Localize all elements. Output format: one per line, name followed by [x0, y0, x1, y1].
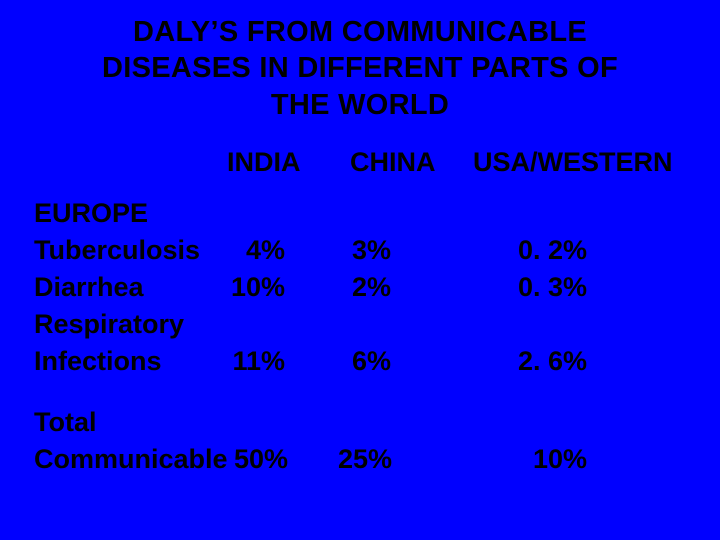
cell-india: 4%: [0, 232, 285, 268]
cell-west: 10%: [533, 441, 623, 477]
row-respiratory-line2: Infections 11% 6% 2. 6%: [0, 343, 720, 380]
cell-china: 2%: [352, 269, 412, 305]
row-total-line1: Total: [0, 404, 720, 441]
cell-china: 6%: [352, 343, 412, 379]
row-tuberculosis: Tuberculosis 4% 3% 0. 2%: [0, 232, 720, 269]
slide: DALY’S FROM COMMUNICABLE DISEASES IN DIF…: [0, 0, 720, 540]
header-china: CHINA: [350, 147, 436, 178]
cell-label: Respiratory: [34, 306, 184, 342]
title-line-2: DISEASES IN DIFFERENT PARTS OF: [102, 52, 618, 84]
table-body: EUROPE Tuberculosis 4% 3% 0. 2% Diarrhea…: [0, 195, 720, 478]
cell-west: 0. 3%: [518, 269, 608, 305]
cell-west: 0. 2%: [518, 232, 608, 268]
region-label: EUROPE: [34, 195, 148, 231]
cell-china: 3%: [352, 232, 412, 268]
header-india: INDIA: [227, 147, 301, 178]
region-row: EUROPE: [0, 195, 720, 232]
row-total-line2: Communicable 50% 25% 10%: [0, 441, 720, 478]
cell-china: 25%: [338, 441, 398, 477]
cell-west: 2. 6%: [518, 343, 608, 379]
cell-india: 50%: [0, 441, 288, 477]
cell-india: 10%: [0, 269, 285, 305]
row-respiratory-line1: Respiratory: [0, 306, 720, 343]
total-label-1: Total: [34, 404, 97, 440]
row-diarrhea: Diarrhea 10% 2% 0. 3%: [0, 269, 720, 306]
cell-india: 11%: [0, 343, 285, 379]
slide-title: DALY’S FROM COMMUNICABLE DISEASES IN DIF…: [0, 14, 720, 123]
section-gap: [0, 380, 720, 404]
title-line-3: THE WORLD: [271, 89, 449, 121]
header-western: USA/WESTERN: [473, 147, 673, 178]
title-line-1: DALY’S FROM COMMUNICABLE: [133, 16, 587, 48]
